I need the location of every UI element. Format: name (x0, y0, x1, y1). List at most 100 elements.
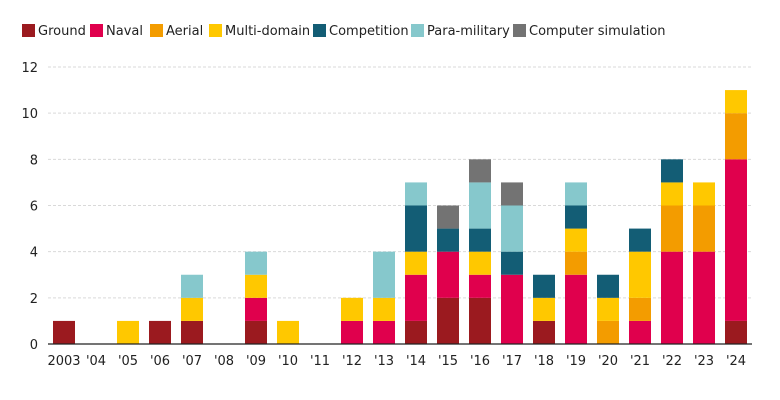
bars (53, 90, 747, 344)
x-tick-label: 2003 (47, 354, 80, 369)
x-tick-label: '13 (374, 354, 394, 369)
bar-segment-competition (661, 159, 683, 183)
legend-label: Aerial (166, 24, 203, 39)
y-tick-label: 6 (30, 200, 38, 215)
x-tick-label: '14 (406, 354, 426, 369)
bar-segment-multi-domain (181, 297, 203, 321)
legend-item-ground: Ground (22, 24, 86, 39)
bar-segment-naval (245, 297, 267, 321)
bar-segment-competition (405, 205, 427, 252)
bar-segment-aerial (597, 320, 619, 344)
bar-segment-aerial (725, 113, 747, 160)
x-tick-label: '15 (438, 354, 458, 369)
x-axis-ticks: 2003 '04 '05 '06 '07 '08 '09 '10 '11 '12 '13 '14 '15… (47, 354, 746, 369)
x-tick-label: '11 (310, 354, 330, 369)
bar-stack-21 (629, 228, 651, 344)
bar-stack-24 (725, 90, 747, 344)
bar-segment-multi-domain (341, 297, 363, 321)
bar-stack-09 (245, 251, 267, 344)
bar-segment-naval (725, 159, 747, 321)
bar-segment-multi-domain (533, 297, 555, 321)
bar-segment-aerial (629, 297, 651, 321)
legend-label: Ground (38, 24, 86, 39)
x-tick-label: '10 (278, 354, 298, 369)
bar-segment-competition (469, 228, 491, 252)
bar-stack-12 (341, 297, 363, 344)
bar-segment-multi-domain (117, 320, 139, 344)
x-tick-label: '12 (342, 354, 362, 369)
bar-segment-aerial (565, 251, 587, 275)
x-tick-label: '16 (470, 354, 490, 369)
bar-segment-para-military (181, 274, 203, 298)
x-tick-label: '19 (566, 354, 586, 369)
bar-stack-2003 (53, 320, 75, 344)
legend-swatch (150, 24, 163, 37)
bar-stack-20 (597, 274, 619, 344)
x-tick-label: '23 (694, 354, 714, 369)
bar-stack-07 (181, 274, 203, 344)
y-tick-label: 0 (30, 338, 38, 353)
bar-segment-aerial (661, 205, 683, 252)
x-tick-label: '17 (502, 354, 522, 369)
legend-label: Competition (329, 24, 409, 39)
legend-label: Computer simulation (529, 24, 666, 39)
bar-segment-multi-domain (629, 251, 651, 298)
y-tick-label: 2 (30, 292, 38, 307)
bar-segment-ground (405, 320, 427, 344)
bar-stack-19 (565, 182, 587, 344)
y-tick-label: 10 (21, 107, 38, 122)
legend-label: Para-military (427, 24, 510, 39)
legend-item-competition: Competition (313, 24, 409, 39)
legend-label: Multi-domain (225, 24, 310, 39)
bar-segment-naval (405, 274, 427, 321)
bar-segment-para-military (245, 251, 267, 275)
bar-segment-multi-domain (565, 228, 587, 252)
y-axis-ticks: 0 2 4 6 8 10 12 (21, 61, 38, 353)
legend-swatch (513, 24, 526, 37)
bar-segment-naval (437, 251, 459, 298)
bar-segment-multi-domain (597, 297, 619, 321)
x-tick-label: '21 (630, 354, 650, 369)
legend-swatch (313, 24, 326, 37)
bar-segment-competition (437, 228, 459, 252)
bar-segment-ground (149, 320, 171, 344)
x-tick-label: '24 (726, 354, 746, 369)
bar-segment-multi-domain (661, 182, 683, 206)
bar-segment-naval (661, 251, 683, 344)
bar-segment-multi-domain (245, 274, 267, 298)
bar-segment-ground (533, 320, 555, 344)
legend-swatch (22, 24, 35, 37)
x-tick-label: '08 (214, 354, 234, 369)
bar-segment-multi-domain (693, 182, 715, 206)
bar-segment-ground (725, 320, 747, 344)
x-tick-label: '06 (150, 354, 170, 369)
bar-segment-para-military (469, 182, 491, 229)
bar-stack-05 (117, 320, 139, 344)
bar-stack-17 (501, 182, 523, 344)
bar-segment-para-military (565, 182, 587, 206)
bar-stack-18 (533, 274, 555, 344)
bar-stack-22 (661, 159, 683, 344)
bar-stack-23 (693, 182, 715, 344)
bar-segment-para-military (501, 205, 523, 252)
bar-segment-naval (373, 320, 395, 344)
legend-swatch (209, 24, 222, 37)
bar-segment-multi-domain (373, 297, 395, 321)
x-tick-label: '22 (662, 354, 682, 369)
legend-item-multi-domain: Multi-domain (209, 24, 310, 39)
bar-stack-13 (373, 251, 395, 344)
x-tick-label: '05 (118, 354, 138, 369)
bar-segment-multi-domain (469, 251, 491, 275)
x-tick-label: '20 (598, 354, 618, 369)
bar-segment-computer-simulation (437, 205, 459, 229)
bar-segment-naval (565, 274, 587, 344)
bar-segment-para-military (405, 182, 427, 206)
bar-stack-10 (277, 320, 299, 344)
legend-item-computer-simulation: Computer simulation (513, 24, 666, 39)
bar-segment-competition (565, 205, 587, 229)
y-tick-label: 12 (21, 61, 38, 76)
x-tick-label: '04 (86, 354, 106, 369)
bar-stack-06 (149, 320, 171, 344)
legend-item-naval: Naval (90, 24, 143, 39)
